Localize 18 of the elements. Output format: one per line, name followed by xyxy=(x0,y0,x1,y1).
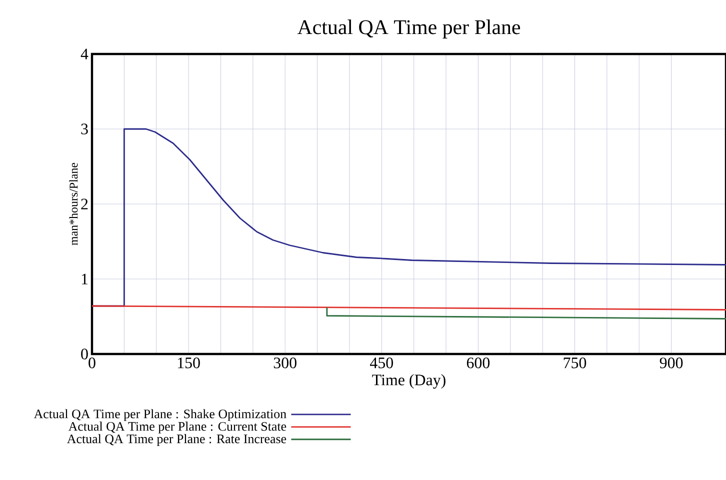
y-tick-label: 0 xyxy=(81,348,88,360)
y-tick-label: 1 xyxy=(82,274,88,284)
y-tick-label: 3 xyxy=(81,124,88,134)
chart-title: Actual QA Time per Plane xyxy=(297,20,520,38)
x-tick-label: 900 xyxy=(660,358,683,368)
x-tick-label: 0 xyxy=(88,358,96,368)
y-tick-label: 2 xyxy=(81,198,88,210)
legend-label: Actual QA Time per Plane : Shake Optimization xyxy=(34,409,286,421)
y-tick-label: 4 xyxy=(80,48,88,60)
legend-label: Actual QA Time per Plane : Rate Increase xyxy=(67,434,286,446)
legend-label: Actual QA Time per Plane : Current State xyxy=(68,422,286,434)
x-tick-label: 300 xyxy=(274,358,296,368)
x-tick-label: 750 xyxy=(564,358,586,368)
x-tick-label: 150 xyxy=(178,358,200,368)
x-axis-title: Time (Day) xyxy=(372,374,446,389)
x-tick-label: 600 xyxy=(466,358,490,368)
x-tick-label: 450 xyxy=(370,358,393,368)
y-axis-title: man*hours/Plane xyxy=(69,162,78,246)
